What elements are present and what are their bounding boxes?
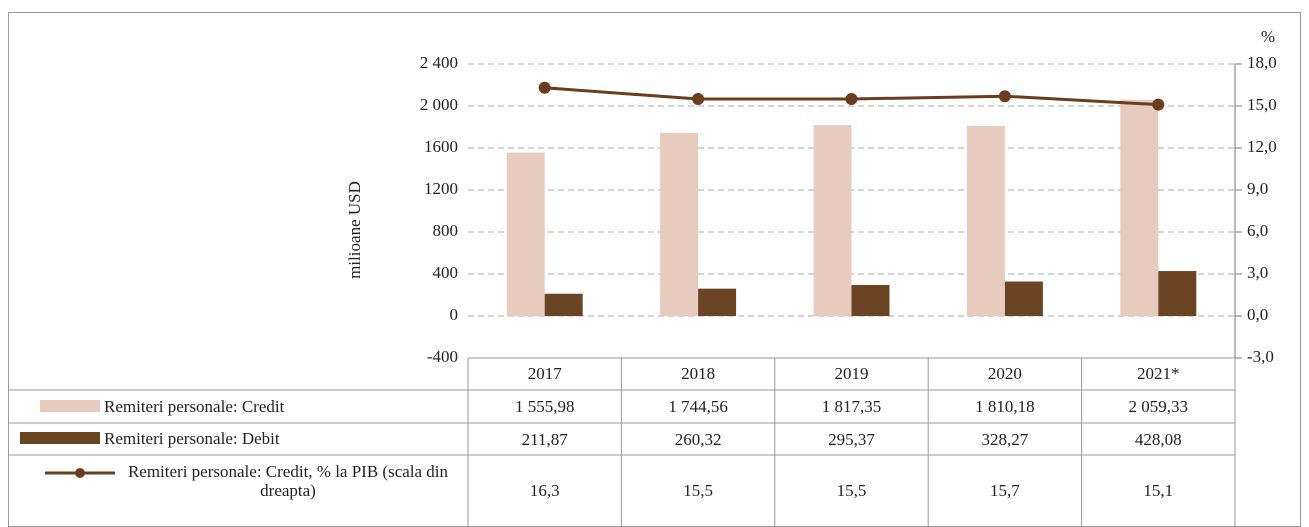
table-value: 2 059,33 [1128,397,1189,416]
table-value: 15,7 [990,481,1020,500]
bar [1120,99,1159,316]
line-point [998,90,1011,103]
bar [851,284,890,316]
table-value: 15,1 [1143,481,1174,500]
x-tick-label: 2020 [987,364,1022,383]
legend-label: Remiteri personale: Credit [104,397,285,416]
bar [660,132,699,316]
bar [1158,271,1197,316]
bar [813,125,852,316]
x-tick-label: 2017 [527,364,562,383]
y2-tick-label: 18,0 [1247,53,1277,72]
line-point [1152,98,1165,111]
table-value: 15,5 [836,481,867,500]
y-tick-label: -400 [427,347,458,366]
frame [8,12,1301,527]
y2-tick-label: 3,0 [1247,263,1268,282]
legend-label: Remiteri personale: Debit [104,429,280,448]
y2-axis-label: % [1261,27,1275,46]
legend-point [75,468,85,478]
table-value: 328,27 [981,430,1029,449]
y-tick-label: 1200 [424,179,458,198]
y-tick-label: 2 400 [420,53,458,72]
legend-swatch [40,400,100,412]
y2-tick-label: 9,0 [1247,179,1268,198]
y-tick-label: 400 [433,263,459,282]
y-tick-label: 2 000 [420,95,458,114]
y-tick-label: 0 [450,305,459,324]
bar [966,125,1005,317]
table-value: 260,32 [674,430,722,449]
y-axis-label: milioane USD [345,181,364,279]
y-tick-label: 800 [433,221,459,240]
y2-tick-label: 0,0 [1247,305,1268,324]
bar [506,152,545,316]
x-tick-label: 2021* [1137,364,1180,383]
table-value: 428,08 [1134,430,1182,449]
line-point [692,93,705,105]
table-value: 16,3 [529,481,560,500]
table-value: 211,87 [521,430,568,449]
bar [544,293,583,316]
table-value: 295,37 [828,430,875,449]
table-value: 1 555,98 [514,397,575,416]
y2-tick-label: -3,0 [1247,347,1274,366]
y2-tick-label: 15,0 [1247,95,1277,114]
table-value: 1 810,18 [975,397,1035,416]
bar [698,288,737,316]
table-value: 15,5 [683,481,713,500]
line-point [538,81,551,94]
table-value: 1 817,35 [821,397,882,416]
legend-swatch [20,432,100,444]
y2-tick-label: 6,0 [1247,221,1268,240]
bar [1004,281,1043,316]
line-point [845,93,858,105]
y-tick-label: 1600 [424,137,458,156]
y2-tick-label: 12,0 [1247,137,1277,156]
table-value: 1 744,56 [668,397,728,416]
x-tick-label: 2018 [681,364,716,383]
x-tick-label: 2019 [834,364,869,383]
legend-label: Remiteri personale: Credit, % la PIB (sc… [127,462,449,500]
